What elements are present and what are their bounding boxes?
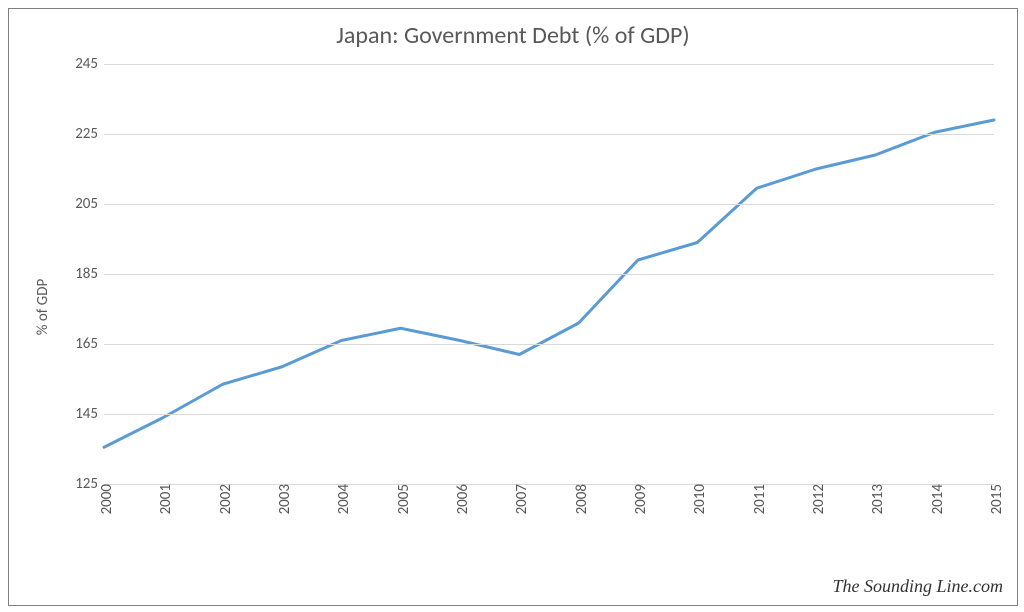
gridline bbox=[104, 414, 994, 415]
debt-line bbox=[104, 120, 994, 447]
gridline bbox=[104, 64, 994, 65]
y-axis-title: % of GDP bbox=[34, 279, 52, 335]
y-tick-label: 205 bbox=[75, 195, 104, 213]
x-tick-label: 2005 bbox=[389, 484, 413, 514]
x-tick-label: 2006 bbox=[448, 484, 472, 514]
x-tick-label: 2009 bbox=[626, 484, 650, 514]
gridline bbox=[104, 204, 994, 205]
plot-area: 1251451651852052252452000200120022003200… bbox=[104, 64, 994, 484]
chart-title: Japan: Government Debt (% of GDP) bbox=[9, 21, 1017, 50]
y-tick-label: 165 bbox=[75, 335, 104, 353]
y-tick-label: 225 bbox=[75, 125, 104, 143]
x-tick-label: 2004 bbox=[329, 484, 353, 514]
gridline bbox=[104, 274, 994, 275]
y-tick-label: 185 bbox=[75, 265, 104, 283]
x-tick-label: 2008 bbox=[567, 484, 591, 514]
y-tick-label: 245 bbox=[75, 55, 104, 73]
x-tick-label: 2015 bbox=[982, 484, 1006, 514]
gridline bbox=[104, 134, 994, 135]
x-tick-label: 2000 bbox=[92, 484, 116, 514]
gridline bbox=[104, 484, 994, 485]
credit-text: The Sounding Line.com bbox=[833, 576, 1004, 597]
x-tick-label: 2002 bbox=[211, 484, 235, 514]
x-tick-label: 2003 bbox=[270, 484, 294, 514]
x-tick-label: 2014 bbox=[923, 484, 947, 514]
chart-frame: Japan: Government Debt (% of GDP) % of G… bbox=[8, 8, 1018, 606]
x-tick-label: 2011 bbox=[745, 484, 769, 514]
x-tick-label: 2012 bbox=[804, 484, 828, 514]
x-tick-label: 2013 bbox=[863, 484, 887, 514]
gridline bbox=[104, 344, 994, 345]
y-tick-label: 145 bbox=[75, 405, 104, 423]
x-tick-label: 2007 bbox=[507, 484, 531, 514]
x-tick-label: 2010 bbox=[685, 484, 709, 514]
x-tick-label: 2001 bbox=[151, 484, 175, 514]
